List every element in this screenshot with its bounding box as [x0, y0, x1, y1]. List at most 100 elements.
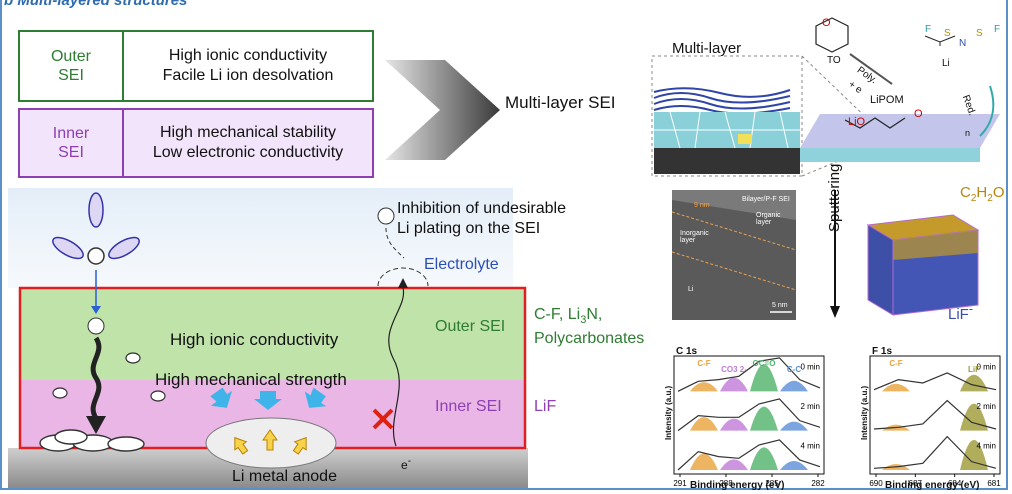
c2h2o-sub2: 2: [987, 193, 993, 204]
li-ion-icon: [87, 317, 105, 335]
f1s-ylabel: Intensity (a.u.): [860, 385, 869, 440]
plot-frame: [673, 355, 825, 475]
plot-frame: [869, 355, 1001, 475]
zoom-line2: [801, 145, 876, 177]
peak-fill: [720, 418, 748, 431]
series-label: 4 min: [800, 441, 820, 450]
series-line: [873, 435, 997, 469]
x-tick-label: 291: [673, 479, 687, 488]
peak-fill: [750, 364, 778, 392]
li3n-subscript: 3: [580, 314, 587, 327]
inner-key-line2: SEI: [58, 144, 84, 161]
lif-text: LiF: [948, 306, 969, 323]
series-label: 0 min: [800, 363, 820, 372]
c2h2o-o: O: [992, 184, 1005, 201]
inner-line2: Low electronic conductivity: [152, 144, 344, 161]
desolvation-arrowhead: [91, 306, 101, 314]
x-tick-label: 690: [869, 479, 883, 488]
o-chain-label: O: [914, 108, 923, 120]
peak-fill: [720, 459, 748, 470]
x-tick-label: 285: [765, 479, 779, 488]
sputtering-arrow-icon: [830, 190, 840, 318]
tem-image: Bilayer/P-F SEI 9 nm Organic layer Inorg…: [672, 190, 796, 320]
c1s-title: C 1s: [676, 346, 698, 357]
peak-label: C-C: [787, 365, 801, 374]
electron-label: e-: [401, 456, 411, 472]
rejected-li-ion-icon: [377, 207, 395, 225]
inner-components-label: LiF: [534, 398, 557, 415]
solvent-molecule-icon: [52, 352, 166, 402]
outer-sei-box: Outer SEI High ionic conductivity Facile …: [18, 30, 374, 102]
peak-label: C-F: [889, 359, 902, 368]
xps-f1s-chart: 0 min 2 min 4 min 690 687 684 681 C-F LiF: [869, 355, 1001, 488]
peak-fill: [750, 406, 778, 431]
inner-sei-box: Inner SEI High mechanical stability Low e…: [18, 108, 374, 178]
o-top-label: O: [822, 17, 831, 29]
outer-sei-values: High ionic conductivity Facile Li ion de…: [124, 32, 372, 100]
li-deposit-icon: [39, 429, 145, 452]
tem-title: Bilayer/P-F SEI: [742, 196, 790, 203]
to-molecule-icon: [815, 17, 849, 53]
n-subscript-label: n: [965, 128, 971, 138]
inner-line1: High mechanical stability: [159, 124, 337, 141]
f1s-xlabel: Binding energy (eV): [885, 480, 980, 491]
outer-line1: High ionic conductivity: [168, 47, 328, 64]
cf-li-text: C-F, Li: [534, 306, 581, 323]
series-line: [677, 357, 821, 392]
series-line: [873, 372, 997, 391]
outer-sei-key: Outer SEI: [20, 32, 124, 100]
series-label: 2 min: [976, 402, 996, 411]
series-line: [873, 399, 997, 430]
s-left-label: S: [944, 28, 951, 39]
outer-key-line2: SEI: [58, 67, 84, 84]
peak-fill: [960, 439, 988, 470]
to-label: TO: [827, 55, 841, 66]
series-label: 4 min: [976, 441, 996, 450]
inner-key-line1: Inner: [52, 125, 90, 142]
c2h2o-h: H: [976, 184, 988, 201]
x-tick-label: 681: [987, 479, 1001, 488]
peak-fill: [780, 421, 808, 431]
tem-thickness: 9 nm: [694, 202, 710, 209]
polycarbonates-label: Polycarbonates: [534, 330, 645, 347]
lif-minus-label: LiF-: [948, 302, 973, 323]
red-arrow: [979, 85, 995, 137]
inner-sei-label: Inner SEI: [435, 398, 502, 415]
peak-fill: [960, 403, 988, 431]
solvated-li-icon: [52, 192, 140, 265]
electrolyte-label: Electrolyte: [424, 256, 499, 273]
polymer-chain-icon: [844, 117, 906, 129]
zoom-box: [651, 55, 803, 177]
multilayer-sei-label: Multi-layer SEI: [505, 93, 616, 112]
growth-arrows-icon: [234, 429, 307, 455]
peak-label: CO3 2-: [721, 365, 747, 374]
c1s-xlabel: Binding energy (eV): [690, 480, 785, 491]
c2h2o-c: C: [960, 184, 971, 201]
series-label: 0 min: [976, 363, 996, 372]
peak-label: LiF: [968, 365, 980, 374]
transport-path-icon: [90, 336, 102, 420]
high-ionic-label: High ionic conductivity: [170, 330, 339, 349]
outer-sei-label: Outer SEI: [435, 318, 506, 335]
inhibition-line1: Inhibition of undesirable: [397, 200, 567, 217]
x-tick-label: 687: [909, 479, 923, 488]
lio-label: LiO: [848, 116, 866, 128]
inner-sei-key: Inner SEI: [20, 110, 124, 176]
peak-fill: [690, 382, 718, 392]
high-mech-label: High mechanical strength: [155, 370, 347, 389]
peak-fill: [780, 380, 808, 392]
c1s-ylabel: Intensity (a.u.): [664, 385, 673, 440]
peak-fill: [690, 417, 718, 431]
f-left-label: F: [925, 24, 932, 35]
peak-fill: [690, 453, 718, 470]
x-tick-label: 288: [719, 479, 733, 488]
electron-text: e: [401, 458, 408, 472]
x-tick-label: 684: [948, 479, 962, 488]
xps-c1s-chart: 0 min 2 min 4 min 291 288 285 282 C-F CO3 2- OC=O…: [673, 355, 825, 488]
inner-sei-values: High mechanical stability Low electronic…: [124, 110, 372, 176]
rejected-dome: [377, 267, 429, 287]
series-label: 2 min: [800, 402, 820, 411]
x-tick-label: 282: [811, 479, 825, 488]
lif-sup: -: [968, 302, 974, 316]
peak-fill: [960, 374, 988, 392]
